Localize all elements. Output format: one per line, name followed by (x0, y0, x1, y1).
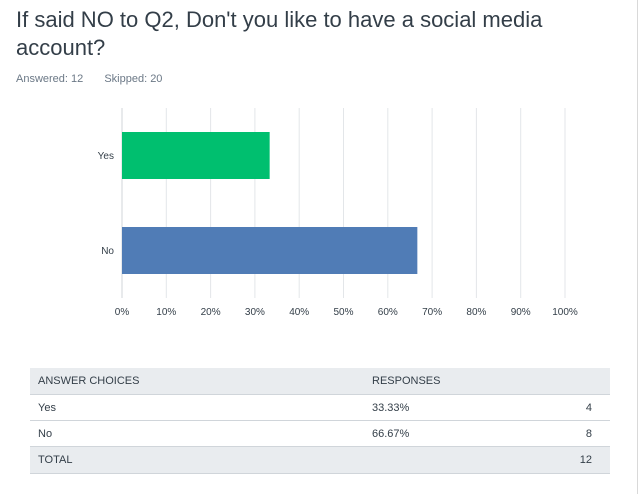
x-tick-label: 0% (115, 307, 130, 318)
response-stats: Answered: 12 Skipped: 20 (16, 73, 180, 85)
total-count: 12 (520, 446, 610, 474)
bar-yes (122, 132, 270, 179)
row-percent: 66.67% (364, 420, 520, 447)
row-percent: 33.33% (364, 394, 520, 421)
answered-count: Answered: 12 (16, 73, 84, 85)
total-spacer (364, 446, 520, 474)
header-responses: RESPONSES (364, 368, 520, 395)
summary-table: ANSWER CHOICES RESPONSES Yes 33.33% 4 No… (30, 368, 610, 474)
header-count (520, 368, 610, 395)
x-tick-label: 50% (333, 307, 353, 318)
bar-chart: Yes No 0% 10% 20% 30% 40% 50% 60% 70% 80% 90% 100% (98, 108, 578, 318)
skipped-count: Skipped: 20 (104, 73, 163, 85)
bar-no (122, 227, 418, 274)
row-count: 8 (520, 420, 610, 447)
table-row: Yes 33.33% 4 (30, 394, 610, 421)
x-tick-label: 100% (552, 307, 578, 318)
total-label: TOTAL (30, 446, 364, 474)
x-tick-label: 40% (289, 307, 309, 318)
table-row: No 66.67% 8 (30, 420, 610, 447)
row-choice: Yes (30, 394, 364, 421)
x-tick-label: 10% (156, 307, 176, 318)
frame-border (637, 0, 638, 494)
x-tick-label: 20% (201, 307, 221, 318)
row-count: 4 (520, 394, 610, 421)
category-label: Yes (98, 151, 114, 162)
table-header-row: ANSWER CHOICES RESPONSES (30, 368, 610, 395)
category-label: No (101, 246, 114, 257)
question-title: If said NO to Q2, Don't you like to have… (16, 7, 543, 60)
table-total-row: TOTAL 12 (30, 446, 610, 474)
x-tick-label: 70% (422, 307, 442, 318)
x-tick-label: 90% (511, 307, 531, 318)
x-tick-label: 30% (245, 307, 265, 318)
row-choice: No (30, 420, 364, 447)
x-tick-label: 60% (378, 307, 398, 318)
header-answer-choices: ANSWER CHOICES (30, 368, 364, 395)
x-tick-label: 80% (466, 307, 486, 318)
